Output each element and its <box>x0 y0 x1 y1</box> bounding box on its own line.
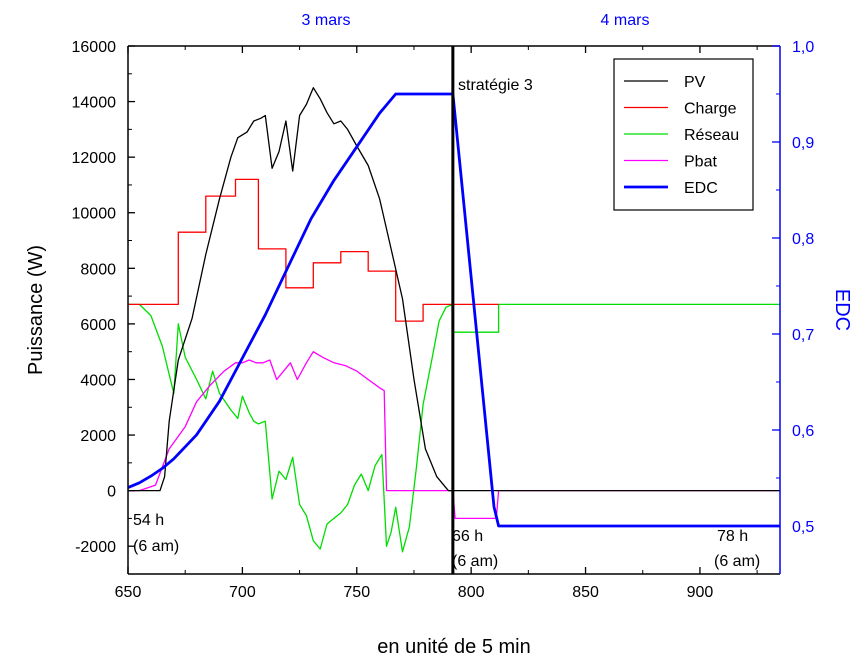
y-tick-label: 12000 <box>72 150 117 167</box>
legend-label-pv: PV <box>684 74 706 91</box>
y2-axis-title: EDC <box>831 289 853 331</box>
y-tick-label: 4000 <box>80 372 116 389</box>
y-tick-label: 14000 <box>72 95 117 112</box>
y-axis-left: -2000 0 2000 4000 6000 8000 10000 12000 14000 160… <box>72 39 135 556</box>
y2-tick-label: 1,0 <box>792 39 814 56</box>
annotation-54h: 54 h <box>133 512 164 529</box>
top-label-4-mars: 4 mars <box>601 12 650 29</box>
series-line-charge <box>128 178 499 322</box>
y-tick-label: 10000 <box>72 206 117 223</box>
legend-label-reseau: Réseau <box>684 127 739 144</box>
series-line-reseau <box>128 303 780 553</box>
y-axis-right: 0,5 0,6 0,7 0,8 0,9 1,0 <box>772 39 814 536</box>
x-tick-label: 900 <box>687 584 714 601</box>
annotation-strategie: stratégie 3 <box>458 77 533 94</box>
x-tick-label: 650 <box>115 584 142 601</box>
legend-label-charge: Charge <box>684 101 737 118</box>
annotation-78h-time: (6 am) <box>714 553 760 570</box>
annotation-54h-time: (6 am) <box>133 538 179 555</box>
x-tick-label: 800 <box>458 584 485 601</box>
y-tick-label: 16000 <box>72 39 117 56</box>
y2-tick-label: 0,8 <box>792 231 814 248</box>
y-axis-title: Puissance (W) <box>25 245 47 375</box>
x-tick-label: 850 <box>572 584 599 601</box>
y-tick-label: 2000 <box>80 428 116 445</box>
x-axis-title: en unité de 5 min <box>377 636 530 658</box>
y-tick-label: 6000 <box>80 317 116 334</box>
axis-titles: en unité de 5 min Puissance (W) EDC 3 ma… <box>25 12 853 658</box>
series-line-pv <box>128 87 780 492</box>
x-tick-label: 700 <box>229 584 256 601</box>
series-layer <box>127 46 780 574</box>
top-label-3-mars: 3 mars <box>302 12 351 29</box>
x-tick-label: 750 <box>343 584 370 601</box>
annotation-66h-time: (6 am) <box>452 553 498 570</box>
legend-label-edc: EDC <box>684 180 718 197</box>
y-tick-label: 8000 <box>80 261 116 278</box>
legend-label-pbat: Pbat <box>684 154 717 171</box>
y2-tick-label: 0,6 <box>792 423 814 440</box>
plot-frame <box>127 45 781 575</box>
annotation-66h: 66 h <box>452 528 483 545</box>
series-line-pbat <box>128 351 780 520</box>
y2-tick-label: 0,5 <box>792 519 814 536</box>
annotations: stratégie 3 54 h (6 am) 66 h (6 am) 78 h… <box>133 77 760 570</box>
y-tick-label: 0 <box>107 484 116 501</box>
x-axis: 650 700 750 800 850 900 <box>115 46 758 601</box>
annotation-78h: 78 h <box>717 528 748 545</box>
y-tick-label: -2000 <box>75 539 116 556</box>
y2-tick-label: 0,7 <box>792 327 814 344</box>
legend: PV Charge Réseau Pbat EDC <box>613 58 754 211</box>
y2-tick-label: 0,9 <box>792 135 814 152</box>
